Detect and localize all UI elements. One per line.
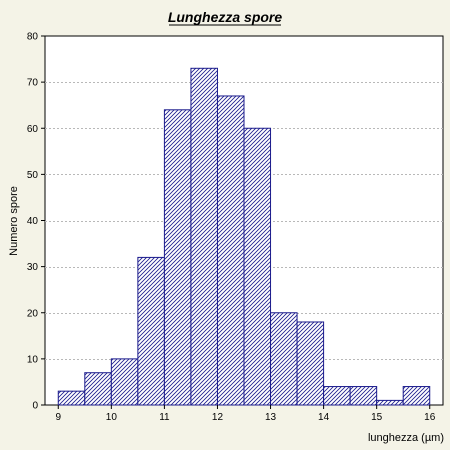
histogram-bar — [110, 358, 139, 406]
histogram-bar — [163, 109, 192, 406]
x-tick-label: 12 — [212, 412, 224, 423]
histogram-bar — [84, 372, 112, 406]
histogram-bar — [349, 386, 378, 406]
y-tick-label: 70 — [27, 78, 39, 89]
x-tick-label: 16 — [424, 412, 436, 423]
y-tick-label: 50 — [27, 170, 39, 181]
x-axis-ticks: 9 10 11 12 13 14 15 16 — [55, 405, 436, 423]
histogram-bar — [270, 312, 298, 406]
x-tick-label: 11 — [159, 412, 170, 423]
y-tick-label: 0 — [32, 401, 38, 412]
x-tick-label: 15 — [371, 412, 383, 423]
y-tick-label: 80 — [27, 32, 39, 43]
y-axis-ticks: 0 10 20 30 40 50 60 70 80 — [27, 32, 45, 412]
y-tick-label: 30 — [27, 262, 39, 273]
y-tick-label: 10 — [27, 354, 39, 365]
histogram-bar — [57, 390, 86, 406]
chart-title: Lunghezza spore — [168, 9, 283, 25]
x-tick-label: 13 — [265, 412, 277, 423]
histogram-bar — [190, 67, 218, 406]
x-tick-label: 14 — [318, 412, 330, 423]
x-tick-label: 10 — [106, 412, 118, 423]
x-axis-label: lunghezza (µm) — [368, 432, 444, 444]
histogram-bar — [296, 321, 325, 406]
y-tick-label: 60 — [27, 124, 39, 135]
histogram-bar — [216, 95, 245, 406]
y-tick-label: 20 — [27, 308, 39, 319]
histogram-bar — [376, 399, 404, 406]
y-axis-label: Numero spore — [8, 186, 20, 256]
histogram-bar — [137, 256, 165, 406]
histogram-bars — [57, 67, 431, 406]
histogram-bar — [402, 386, 431, 406]
x-tick-label: 9 — [55, 412, 61, 423]
histogram-bar — [323, 386, 351, 406]
y-tick-label: 40 — [27, 216, 39, 227]
histogram-bar — [243, 127, 272, 406]
